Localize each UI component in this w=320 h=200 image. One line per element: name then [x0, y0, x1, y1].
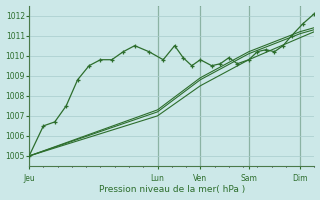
X-axis label: Pression niveau de la mer( hPa ): Pression niveau de la mer( hPa )	[99, 185, 245, 194]
